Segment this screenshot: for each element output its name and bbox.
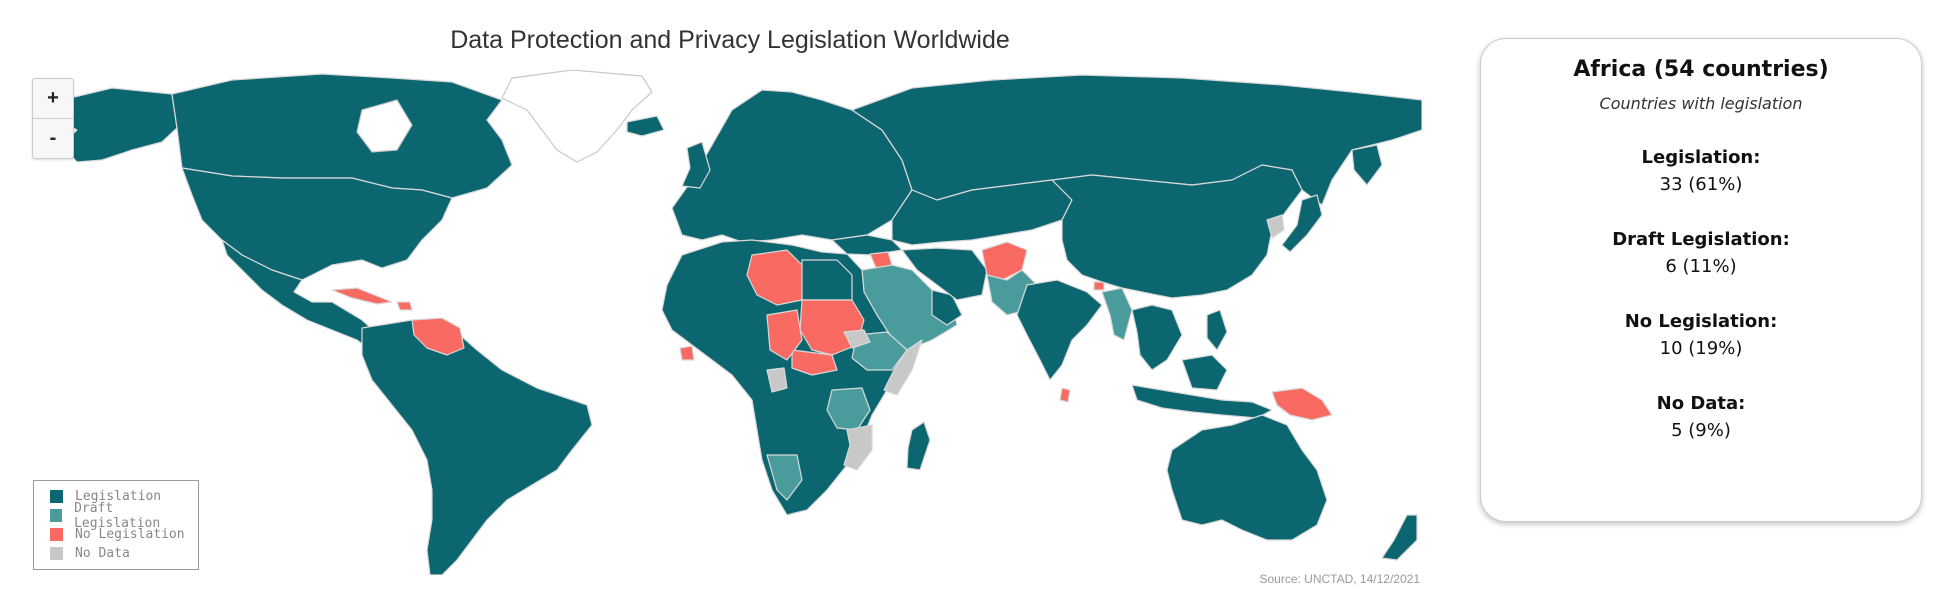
mozambique[interactable] [843, 424, 873, 471]
sri-lanka[interactable] [1059, 387, 1071, 403]
north-korea[interactable] [1266, 214, 1285, 239]
australia[interactable] [1166, 414, 1328, 541]
southeast-asia[interactable] [1131, 304, 1183, 371]
region-info-panel: Africa (54 countries) Countries with leg… [1480, 38, 1922, 522]
zoom-controls: + - [32, 78, 74, 159]
south-sudan[interactable] [791, 349, 838, 376]
stat-no-data: No Data: 5 (9%) [1481, 393, 1921, 441]
sierra-leone[interactable] [679, 345, 695, 361]
japan[interactable] [1281, 194, 1323, 253]
legend-swatch [50, 509, 63, 522]
iceland[interactable] [626, 115, 665, 137]
stat-legislation: Legislation: 33 (61%) [1481, 147, 1921, 195]
somalia[interactable] [883, 339, 923, 396]
legend-item-no-data[interactable]: No Data [50, 544, 198, 563]
uk[interactable] [681, 141, 711, 189]
myanmar[interactable] [1101, 287, 1133, 341]
map-legend: Legislation Draft Legislation No Legisla… [33, 480, 199, 570]
map-title: Data Protection and Privacy Legislation … [450, 26, 1010, 54]
kamchatka[interactable] [1351, 144, 1383, 186]
world-map[interactable] [32, 70, 1422, 575]
stat-draft-legislation: Draft Legislation: 6 (11%) [1481, 229, 1921, 277]
source-credit: Source: UNCTAD, 14/12/2021 [1259, 572, 1420, 586]
zoom-out-button[interactable]: - [33, 118, 73, 158]
legend-item-legislation[interactable]: Legislation [50, 487, 198, 506]
stat-value: 6 (11%) [1665, 256, 1737, 277]
central-asia[interactable] [891, 179, 1073, 246]
new-zealand[interactable] [1381, 514, 1418, 561]
legend-item-draft-legislation[interactable]: Draft Legislation [50, 501, 198, 531]
stat-label: Legislation: [1641, 147, 1761, 168]
south-america[interactable] [361, 319, 593, 575]
stat-no-legislation: No Legislation: 10 (19%) [1481, 311, 1921, 359]
india[interactable] [1016, 279, 1103, 381]
venezuela[interactable] [411, 317, 465, 356]
stat-label: No Legislation: [1624, 311, 1778, 332]
legend-label: No Legislation [75, 527, 185, 542]
legend-label: No Data [75, 546, 130, 561]
region-subtitle: Countries with legislation [1599, 94, 1803, 113]
map-area[interactable]: Data Protection and Privacy Legislation … [0, 0, 1440, 607]
borneo[interactable] [1181, 354, 1228, 391]
bhutan[interactable] [1093, 281, 1105, 291]
stat-value: 33 (61%) [1659, 174, 1743, 195]
greenland[interactable] [501, 70, 653, 163]
namibia[interactable] [766, 454, 803, 501]
stat-label: No Data: [1656, 393, 1746, 414]
philippines[interactable] [1206, 309, 1228, 351]
legend-swatch [50, 490, 63, 503]
alaska[interactable] [59, 87, 178, 163]
legend-label: Legislation [75, 489, 162, 504]
congo[interactable] [766, 367, 788, 393]
stat-value: 10 (19%) [1659, 338, 1743, 359]
iran[interactable] [901, 247, 988, 301]
madagascar[interactable] [906, 421, 931, 471]
cuba[interactable] [331, 287, 393, 305]
stat-value: 5 (9%) [1671, 420, 1731, 441]
legend-label: Draft Legislation [74, 500, 161, 531]
region-title: Africa (54 countries) [1573, 57, 1829, 82]
haiti[interactable] [396, 301, 413, 311]
legend-swatch [50, 528, 63, 541]
legend-item-no-legislation[interactable]: No Legislation [50, 525, 198, 544]
indonesia[interactable] [1131, 384, 1273, 419]
chad[interactable] [766, 309, 803, 361]
eritrea[interactable] [843, 329, 871, 349]
libya[interactable] [746, 249, 803, 306]
zoom-in-button[interactable]: + [47, 87, 59, 109]
stat-label: Draft Legislation: [1612, 229, 1790, 250]
legend-swatch [50, 547, 63, 560]
papua-new-guinea[interactable] [1271, 387, 1333, 421]
china[interactable] [1051, 164, 1303, 299]
